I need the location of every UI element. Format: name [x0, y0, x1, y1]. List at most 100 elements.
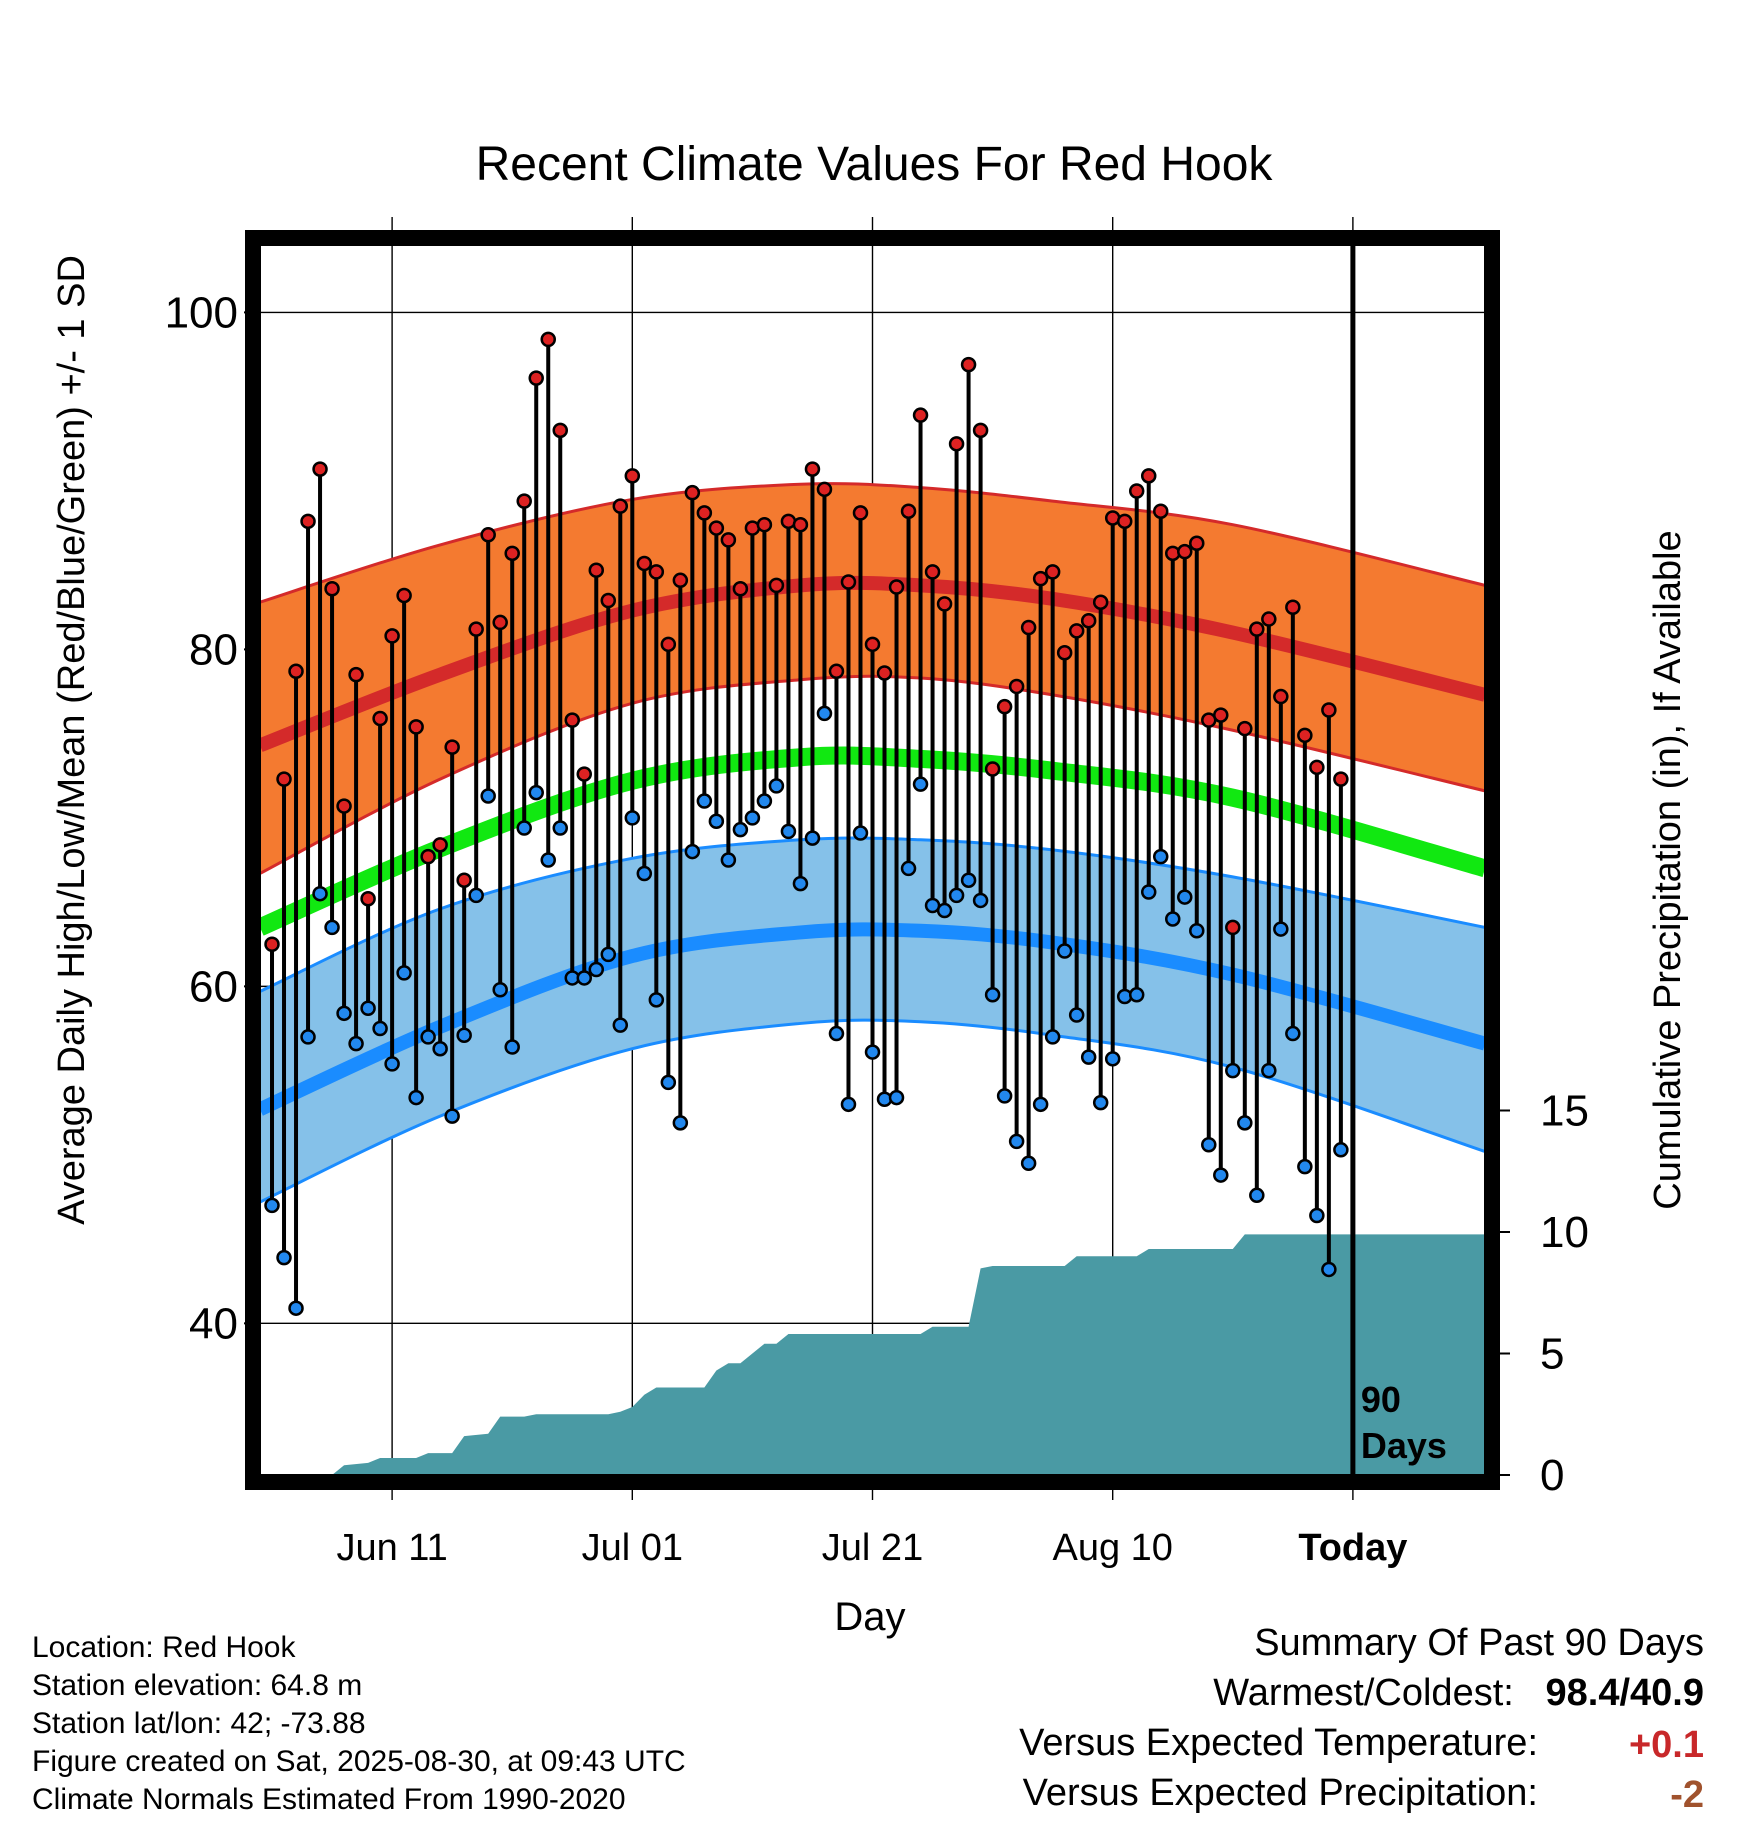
high-point: [1261, 611, 1277, 627]
low-point: [1225, 1062, 1241, 1079]
y2-tick-label: 0: [1540, 1451, 1564, 1500]
low-point: [1020, 1155, 1037, 1172]
high-sd-band: [260, 483, 1485, 874]
low-point: [612, 1017, 629, 1033]
low-point: [828, 1025, 845, 1042]
chart-title: Recent Climate Values For Red Hook: [476, 138, 1274, 191]
daily-points: [264, 331, 1349, 1316]
low-point: [840, 1096, 857, 1113]
today-label-days: Days: [1361, 1425, 1447, 1466]
low-point: [468, 887, 484, 904]
low-point: [1249, 1187, 1265, 1204]
high-point: [300, 513, 316, 530]
y-tick-label: 60: [189, 962, 238, 1011]
high-point: [324, 580, 340, 597]
high-point: [624, 468, 641, 484]
low-point: [1237, 1115, 1253, 1131]
low-point: [1321, 1261, 1337, 1278]
high-point: [564, 712, 580, 728]
summary-precip-label: Versus Expected Precipitation:: [1022, 1772, 1538, 1814]
low-point: [1152, 848, 1169, 865]
high-point: [720, 532, 737, 548]
high-point: [864, 636, 881, 653]
low-point: [984, 987, 1001, 1003]
y-axis-label: Average Daily High/Low/Mean (Red/Blue/Gr…: [51, 255, 93, 1225]
high-point: [540, 331, 556, 348]
summary-temp-value: +0.1: [1628, 1724, 1704, 1766]
high-point: [804, 461, 821, 477]
high-point: [852, 505, 869, 521]
y2-axis-label: Cumulative Precipitation (in), If Availa…: [1647, 530, 1689, 1209]
low-point: [744, 810, 761, 826]
high-point: [444, 739, 460, 755]
x-tick-label: Aug 10: [1052, 1527, 1172, 1569]
low-point: [300, 1029, 316, 1045]
summary-title: Summary Of Past 90 Days: [1254, 1622, 1704, 1664]
low-point: [1008, 1133, 1025, 1150]
low-point: [432, 1040, 448, 1057]
low-point: [1273, 921, 1289, 937]
high-point: [552, 422, 568, 439]
high-point: [336, 798, 352, 814]
high-point: [1068, 623, 1085, 639]
high-point: [1213, 707, 1229, 723]
high-point: [384, 628, 400, 644]
footer-location: Location: Red Hook: [32, 1631, 296, 1664]
low-point: [420, 1029, 436, 1045]
high-sd-lower-line: [260, 674, 1485, 875]
footer-latlon: Station lat/lon: 42; -73.88: [32, 1707, 366, 1740]
y2-tick-label: 10: [1540, 1208, 1589, 1257]
high-point: [516, 493, 532, 509]
high-point: [888, 579, 905, 595]
low-point: [708, 813, 725, 829]
low-point: [804, 830, 821, 846]
high-point: [1020, 619, 1037, 636]
high-point: [420, 848, 436, 865]
low-point: [684, 843, 701, 860]
high-point: [276, 771, 292, 787]
high-point: [1116, 513, 1133, 530]
low-point: [552, 820, 568, 836]
high-point: [1032, 570, 1049, 587]
high-point: [1140, 468, 1157, 484]
low-point: [852, 825, 869, 841]
high-point: [660, 636, 677, 653]
high-point: [372, 710, 388, 727]
low-point: [444, 1108, 460, 1124]
high-point: [696, 505, 713, 521]
x-tick-label: Jul 01: [582, 1527, 683, 1569]
high-point: [792, 516, 809, 533]
high-sd-upper-line: [260, 482, 1485, 604]
y-tick-label: 40: [189, 1299, 238, 1348]
y-tick-label: 80: [189, 625, 238, 674]
high-point: [1189, 535, 1205, 551]
summary-precip-value: -2: [1670, 1774, 1704, 1816]
y2-axis: 0 5 10 15: [1490, 1086, 1589, 1500]
low-point: [696, 793, 713, 809]
low-point: [384, 1056, 400, 1072]
low-point: [1201, 1137, 1217, 1153]
high-point: [996, 698, 1013, 715]
high-point: [948, 436, 965, 452]
low-point: [1309, 1207, 1325, 1224]
low-point: [732, 821, 749, 838]
precip-area: [260, 1234, 1485, 1475]
x-axis: Jun 11 Jul 01 Jul 21 Aug 10 Today: [336, 1527, 1407, 1569]
high-point: [1273, 688, 1289, 705]
plot-content: 90 Days: [260, 245, 1485, 1475]
high-point: [1237, 720, 1253, 737]
y-tick-label: 100: [165, 288, 238, 337]
high-point: [1285, 599, 1301, 616]
high-point: [924, 564, 941, 580]
high-point: [636, 555, 653, 572]
low-point: [756, 793, 773, 809]
low-point: [1080, 1049, 1097, 1065]
x-tick-label: Jun 11: [336, 1527, 447, 1569]
low-point: [1056, 943, 1073, 959]
high-point: [1056, 645, 1073, 661]
high-point: [408, 719, 424, 735]
high-point: [1008, 678, 1025, 695]
high-point: [972, 422, 989, 439]
high-point: [1128, 483, 1145, 499]
high-point: [1044, 564, 1061, 580]
